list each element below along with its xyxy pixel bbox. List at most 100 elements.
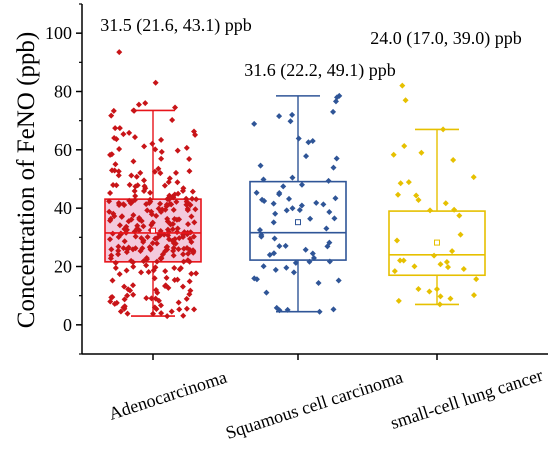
- data-point: [116, 145, 123, 152]
- data-point: [124, 310, 131, 317]
- data-point: [326, 258, 333, 265]
- data-point: [184, 205, 191, 212]
- data-point: [285, 195, 292, 202]
- data-point: [335, 277, 342, 284]
- data-point: [147, 245, 154, 252]
- y-tick-label: 80: [54, 82, 72, 102]
- data-point: [151, 304, 158, 311]
- data-point: [164, 313, 171, 320]
- box-group-2: [249, 92, 347, 315]
- data-point: [110, 210, 117, 217]
- data-point: [258, 233, 265, 240]
- data-point: [437, 293, 444, 300]
- data-point: [123, 223, 130, 230]
- data-point: [140, 223, 147, 230]
- data-point: [170, 245, 177, 252]
- data-point: [124, 292, 131, 299]
- data-point: [121, 296, 128, 303]
- mean-marker: [434, 239, 440, 246]
- data-point: [330, 306, 337, 313]
- data-point: [191, 219, 198, 226]
- data-point: [276, 190, 283, 197]
- data-point: [394, 191, 401, 198]
- data-point: [305, 139, 312, 146]
- data-point: [173, 198, 180, 205]
- data-point: [123, 267, 130, 274]
- data-point: [413, 192, 420, 199]
- data-point: [139, 245, 146, 252]
- data-point: [183, 295, 190, 302]
- data-point: [171, 191, 178, 198]
- data-point: [460, 266, 467, 273]
- y-tick-label: 40: [54, 198, 72, 218]
- x-tick-label: small-cell lung cancer: [388, 365, 545, 433]
- data-point: [172, 104, 179, 111]
- data-point: [397, 257, 404, 264]
- data-point: [326, 209, 333, 216]
- data-point: [330, 164, 337, 171]
- data-point: [433, 286, 440, 293]
- data-point: [147, 189, 154, 196]
- data-point: [283, 264, 290, 271]
- data-point: [148, 295, 155, 302]
- data-point: [276, 243, 283, 250]
- data-point: [140, 237, 147, 244]
- box-group-1: [104, 49, 202, 320]
- y-tick-label: 20: [54, 257, 72, 277]
- data-point: [168, 308, 175, 315]
- data-point: [108, 246, 115, 253]
- data-point: [169, 117, 176, 124]
- data-point: [107, 189, 114, 196]
- data-point: [141, 143, 148, 150]
- data-point: [158, 148, 165, 155]
- data-point: [171, 264, 178, 271]
- data-point: [176, 216, 183, 223]
- data-point: [183, 144, 190, 151]
- data-point: [109, 167, 116, 174]
- data-point: [107, 255, 114, 262]
- data-point: [191, 306, 198, 313]
- data-point: [296, 207, 303, 214]
- data-point: [115, 251, 122, 258]
- data-point: [128, 172, 135, 179]
- data-point: [164, 215, 171, 222]
- data-point: [298, 181, 305, 188]
- data-point: [145, 269, 152, 276]
- data-point: [271, 235, 278, 242]
- data-point: [313, 199, 320, 206]
- data-point: [135, 101, 142, 108]
- data-point: [266, 251, 273, 258]
- data-points: [251, 92, 343, 315]
- data-point: [158, 155, 165, 162]
- data-point: [415, 196, 422, 203]
- data-point: [334, 94, 341, 101]
- data-point: [157, 170, 164, 177]
- data-point: [185, 221, 192, 228]
- data-point: [171, 216, 178, 223]
- data-point: [159, 251, 166, 258]
- data-point: [186, 155, 193, 162]
- data-point: [190, 233, 197, 240]
- data-point: [153, 240, 160, 247]
- annotations: 31.5 (21.6, 43.1) ppb 31.6 (22.2, 49.1) p…: [100, 15, 522, 81]
- data-point: [137, 169, 144, 176]
- data-point: [306, 258, 313, 265]
- data-point: [391, 268, 398, 275]
- data-point: [180, 251, 187, 258]
- data-point: [186, 168, 193, 175]
- data-point: [150, 267, 157, 274]
- data-point: [111, 300, 118, 307]
- data-point: [174, 179, 181, 186]
- data-point: [436, 301, 443, 308]
- data-point: [270, 200, 277, 207]
- data-point: [113, 182, 120, 189]
- data-point: [180, 245, 187, 252]
- x-tick-label: Adenocarcinoma: [106, 367, 229, 424]
- data-point: [151, 275, 158, 282]
- data-point: [157, 255, 164, 262]
- data-point: [138, 217, 145, 224]
- data-point: [179, 187, 186, 194]
- data-point: [130, 263, 137, 270]
- data-point: [457, 231, 464, 238]
- data-point: [309, 138, 316, 145]
